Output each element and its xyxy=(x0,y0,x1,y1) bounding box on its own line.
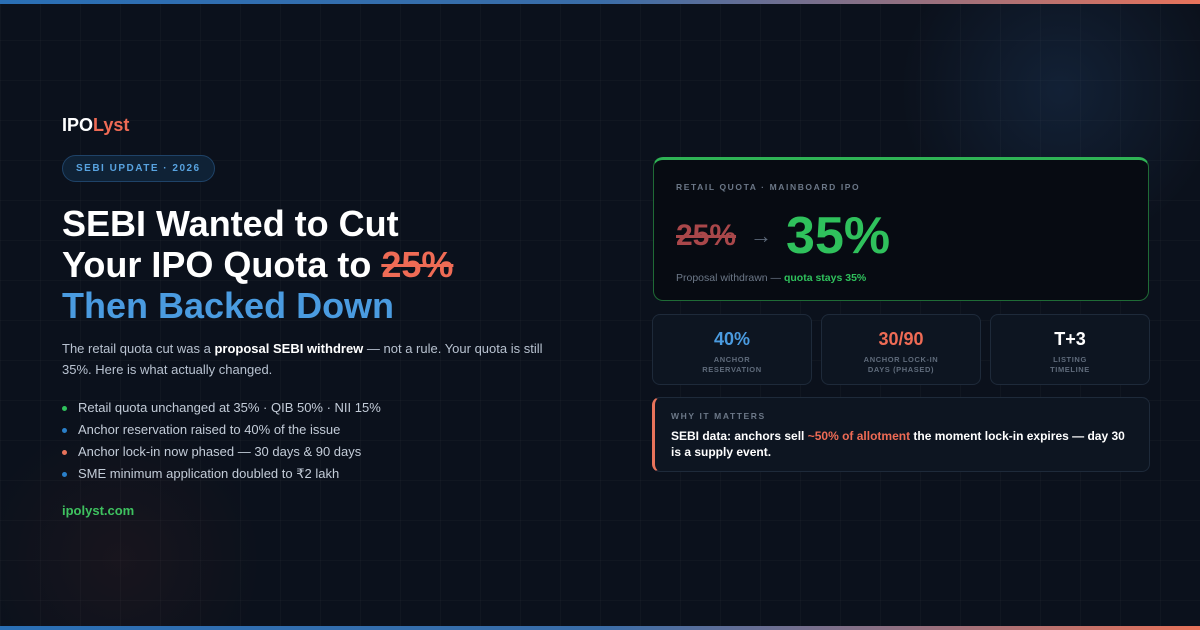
stat-label: LISTING TIMELINE xyxy=(1050,355,1090,374)
old-quota: 25% xyxy=(676,219,737,252)
card-note: Proposal withdrawn — quota stays 35% xyxy=(676,272,1126,284)
top-bar xyxy=(0,0,1200,4)
note-text: Proposal withdrawn — xyxy=(676,272,784,284)
stat-value: T+3 xyxy=(1054,329,1086,349)
new-quota: 35% xyxy=(786,207,891,265)
note-highlight: quota stays 35% xyxy=(783,272,867,284)
strike-text: 25% xyxy=(381,244,454,285)
stat-label: ANCHOR RESERVATION xyxy=(702,355,762,374)
why-label: WHY IT MATTERS xyxy=(671,411,766,421)
bullet: Anchor lock-in now phased — 30 days & 90… xyxy=(62,441,381,463)
brand-part: IPO xyxy=(62,115,94,135)
headline-line: SEBI Wanted to Cut xyxy=(62,203,399,244)
stat-box: T+3 LISTING TIMELINE xyxy=(990,314,1150,385)
stat-value: 30/90 xyxy=(878,329,924,349)
why-highlight: ~50% of allotment xyxy=(807,429,911,443)
headline-line: Then Backed Down xyxy=(62,285,395,326)
headline-line: Your IPO Quota to 25% xyxy=(62,244,453,285)
bullet: SME minimum application doubled to ₹2 la… xyxy=(62,463,381,485)
stat-label: ANCHOR LOCK-IN DAYS (PHASED) xyxy=(863,355,939,374)
headline: SEBI Wanted to Cut Your IPO Quota to 25%… xyxy=(62,203,453,326)
headline-text: Your IPO Quota to xyxy=(62,244,382,285)
bullet-list: Retail quota unchanged at 35% · QIB 50% … xyxy=(62,397,381,485)
stat-value: 40% xyxy=(713,329,751,349)
why-part: the moment lock-in expires — day 30 is a… xyxy=(671,429,1125,459)
bullet: Retail quota unchanged at 35% · QIB 50% … xyxy=(62,397,381,419)
why-text: SEBI data: anchors sell ~50% of allotmen… xyxy=(671,428,1133,460)
intro-text: — not a rule. Your quota is still 35%. H… xyxy=(62,341,543,377)
bullet: Anchor reservation raised to 40% of the … xyxy=(62,419,381,441)
url: ipolyst.com xyxy=(62,503,135,518)
brand-part: Lyst xyxy=(93,115,130,135)
intro: The retail quota cut was a proposal SEBI… xyxy=(62,338,562,380)
brand: IPOLyst xyxy=(62,115,129,136)
intro-bold: proposal SEBI withdrew xyxy=(214,341,364,356)
why-part: SEBI data: anchors sell xyxy=(671,429,808,443)
card-label: RETAIL QUOTA · MAINBOARD IPO xyxy=(676,182,861,192)
stat-box: 40% ANCHOR RESERVATION xyxy=(652,314,812,385)
stat-box: 30/90 ANCHOR LOCK-IN DAYS (PHASED) xyxy=(821,314,981,385)
bottom-bar xyxy=(0,626,1200,630)
arrow: → xyxy=(750,223,773,248)
intro-text: The retail quota cut was a xyxy=(62,341,215,356)
quota-change: 25% → 35% xyxy=(676,206,1126,266)
badge: SEBI UPDATE · 2026 xyxy=(62,155,215,182)
quota-card: RETAIL QUOTA · MAINBOARD IPO 25% → 35% P… xyxy=(653,157,1149,301)
why-box: WHY IT MATTERS SEBI data: anchors sell ~… xyxy=(652,397,1150,472)
